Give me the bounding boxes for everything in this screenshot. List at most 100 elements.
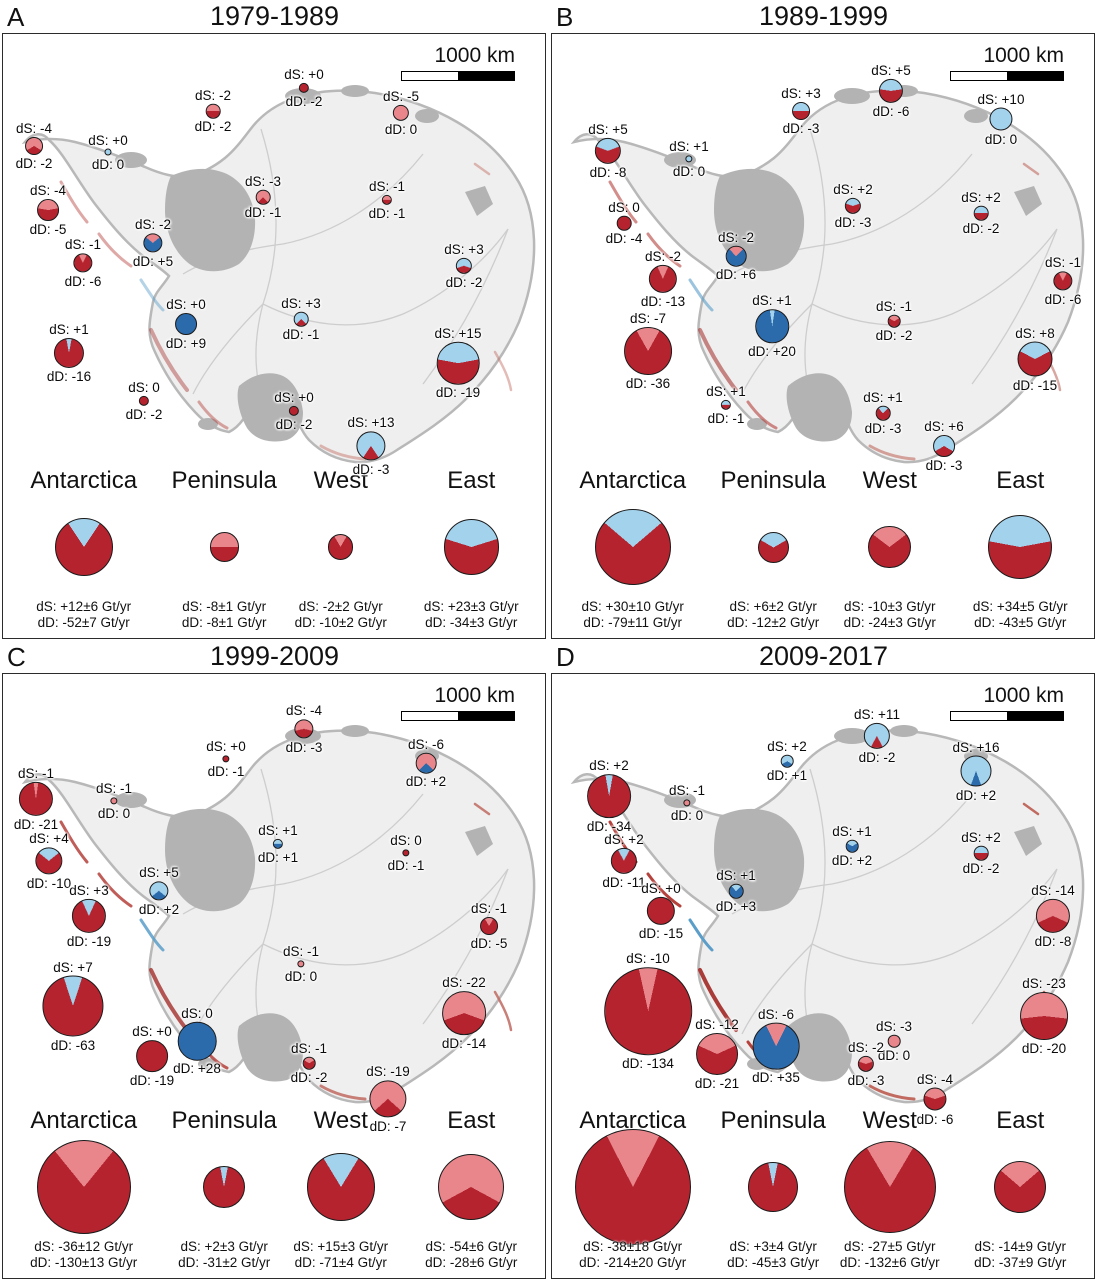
dd-label: dD: +2 — [955, 787, 997, 803]
region-summary-row: Antarctica dS: -38±18 Gt/yr dD: -214±20 … — [552, 1107, 1094, 1275]
panel-letter: B — [556, 2, 574, 32]
ross-ice-shelf — [237, 373, 303, 442]
ds-label: dS: +4 — [29, 831, 69, 847]
dd-label: dD: 0 — [984, 131, 1018, 147]
map-pie-chart — [288, 405, 300, 417]
dd-label: dD: -19 — [129, 1072, 175, 1088]
map-pie-chart — [205, 103, 221, 119]
ds-label: dS: +3 — [444, 241, 484, 257]
dd-label: dD: -2 — [125, 407, 163, 423]
scale-bar-graphic — [950, 71, 1064, 81]
region-values: dS: +34±5 Gt/yr dD: -43±5 Gt/yr — [973, 599, 1068, 631]
region-pie-box — [994, 1135, 1047, 1239]
antarctica-map — [570, 85, 1085, 464]
dd-label: dD: -6 — [916, 1111, 954, 1127]
dd-label: dD: -134 — [622, 1055, 674, 1071]
map-pie-chart — [104, 148, 112, 156]
region-summary-peninsula: Peninsula dS: +6±2 Gt/yr dD: -12±2 Gt/yr — [713, 467, 833, 635]
dd-label: dD: -21 — [13, 817, 59, 833]
region-values: dS: +15±3 Gt/yr dD: -71±4 Gt/yr — [293, 1239, 388, 1271]
map-pie-chart — [696, 1033, 738, 1075]
map-pie-chart — [845, 839, 859, 853]
region-values: dS: -36±12 Gt/yr dD: -130±13 Gt/yr — [30, 1239, 137, 1271]
dd-label: dD: -8 — [1034, 934, 1072, 950]
region-pie-chart — [209, 532, 239, 562]
map-pie-chart — [480, 917, 498, 935]
region-pie-box — [988, 495, 1053, 599]
region-name: West — [862, 1107, 917, 1134]
dd-label: dD: -2 — [962, 861, 1000, 877]
ds-label: dS: -23 — [1022, 976, 1066, 992]
ds-label: dS: -1 — [290, 1040, 328, 1056]
region-ds-value: dS: -10±3 Gt/yr — [844, 599, 936, 614]
ds-label: dS: +5 — [588, 121, 628, 137]
map-pie-chart — [887, 1034, 901, 1048]
region-name: East — [996, 1107, 1045, 1134]
region-pie-chart — [843, 1141, 936, 1233]
panel-title: 2009-2017 — [758, 641, 889, 671]
dd-label: dD: -1 — [207, 763, 245, 779]
region-dd-value: dD: -130±13 Gt/yr — [30, 1255, 138, 1270]
region-pie-chart — [443, 519, 499, 575]
ds-label: dS: +0 — [274, 389, 314, 405]
region-values: dS: +2±3 Gt/yr dD: -31±2 Gt/yr — [178, 1239, 270, 1271]
map-pie-chart — [594, 137, 622, 165]
scale-bar: 1000 km — [401, 684, 515, 721]
region-values: dS: +23±3 Gt/yr dD: -34±3 Gt/yr — [424, 599, 519, 631]
panel-title: 1989-1999 — [758, 1, 889, 31]
region-name: East — [447, 467, 496, 494]
scale-bar-graphic — [401, 711, 515, 721]
map-pie-chart — [648, 264, 678, 294]
ds-label: dS: -3 — [875, 1018, 913, 1034]
ice-shelves — [664, 85, 1042, 442]
dd-label: dD: 0 — [672, 163, 706, 179]
region-name: West — [313, 467, 368, 494]
dd-label: dD: -16 — [46, 369, 92, 384]
amery-ice-shelf — [1014, 826, 1042, 856]
ds-label: dS: +1 — [863, 389, 903, 405]
map-pie-chart — [728, 883, 744, 899]
dd-label: dD: -2 — [15, 155, 53, 171]
continent-outline — [21, 89, 536, 464]
region-summary-west: West dS: -2±2 Gt/yr dD: -10±2 Gt/yr — [284, 467, 398, 635]
ds-label: dS: +1 — [706, 383, 746, 399]
ds-label: dS: +3 — [781, 86, 821, 102]
region-pie-box — [574, 1129, 691, 1245]
ds-label: dS: +8 — [1015, 325, 1055, 341]
ds-label: dS: -1 — [64, 237, 102, 253]
region-pie-chart — [868, 525, 912, 569]
panel-B: B 1989-1999 — [549, 0, 1098, 640]
region-pie-box — [438, 1135, 505, 1239]
region-summary-antarctica: Antarctica dS: -36±12 Gt/yr dD: -130±13 … — [3, 1107, 164, 1275]
ds-label: dS: +7 — [53, 959, 93, 975]
map-pie-chart — [933, 435, 955, 457]
map-pie-chart — [294, 719, 314, 739]
region-pie-chart — [988, 514, 1053, 580]
region-pie-box — [843, 1135, 936, 1239]
scale-bar-graphic — [950, 711, 1064, 721]
ice-shelves — [115, 85, 493, 442]
map-pie-chart — [989, 107, 1013, 131]
region-values: dS: -8±1 Gt/yr dD: -8±1 Gt/yr — [182, 599, 267, 631]
ds-label: dS: -2 — [194, 87, 232, 103]
ds-label: dS: +2 — [961, 829, 1001, 845]
ds-label: dS: +0 — [88, 132, 128, 148]
region-summary-east: East dS: +23±3 Gt/yr dD: -34±3 Gt/yr — [398, 467, 545, 635]
region-dd-value: dD: -214±20 Gt/yr — [579, 1255, 687, 1270]
ds-label: dS: +0 — [641, 880, 681, 896]
ds-label: dS: +2 — [589, 758, 629, 774]
panel-header: B 1989-1999 — [549, 0, 1098, 33]
map-pie-chart — [149, 881, 169, 901]
continent-outline — [570, 729, 1085, 1104]
ds-label: dS: -6 — [757, 1006, 795, 1022]
region-values: dS: +12±6 Gt/yr dD: -52±7 Gt/yr — [36, 599, 131, 631]
region-values: dS: +6±2 Gt/yr dD: -12±2 Gt/yr — [727, 599, 819, 631]
map-pie-chart — [720, 399, 732, 411]
map-pie-chart — [1053, 271, 1073, 291]
panel-map-box: 1000 km Antarctica dS: +30±10 Gt/yr dD: … — [551, 33, 1095, 639]
map-pie-chart — [35, 847, 63, 875]
region-values: dS: -10±3 Gt/yr dD: -24±3 Gt/yr — [844, 599, 936, 631]
region-pie-box — [54, 495, 113, 599]
map-pie-chart — [646, 896, 676, 926]
